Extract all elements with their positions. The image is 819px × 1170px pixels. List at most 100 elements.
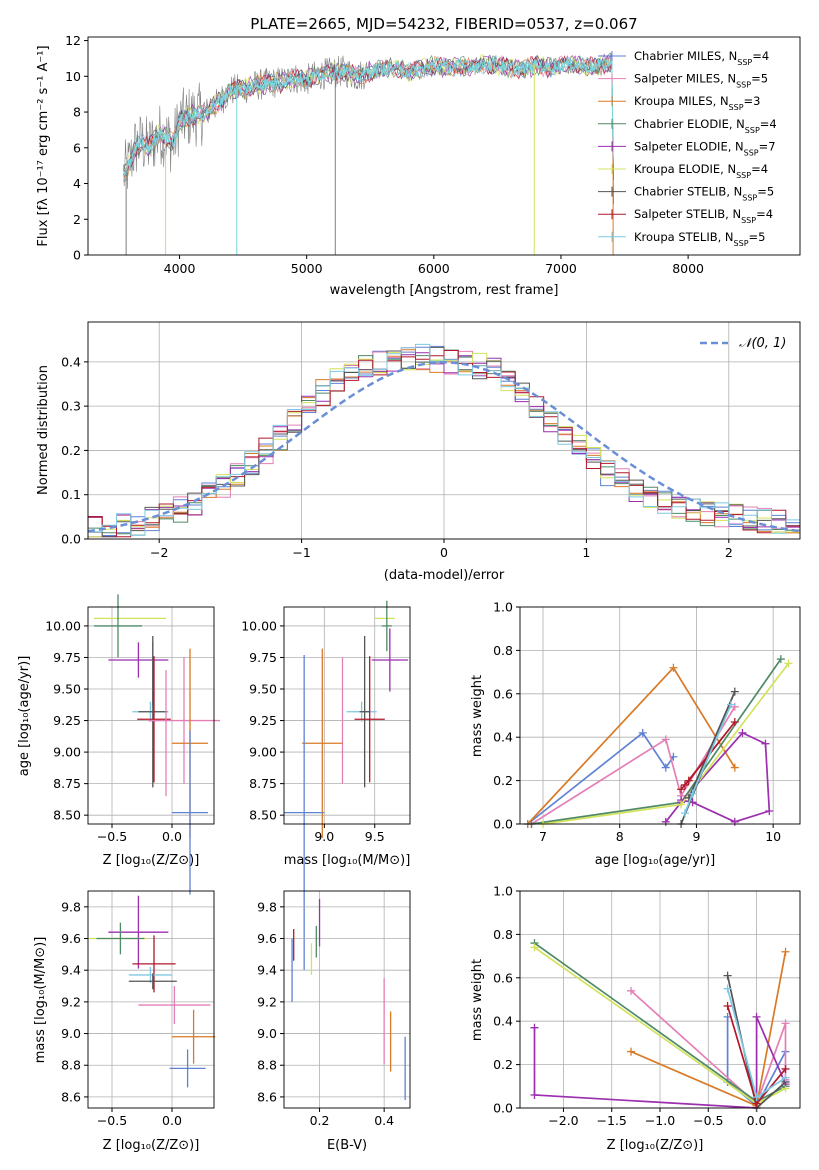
weight-line — [527, 731, 675, 825]
spectrum-plot-area — [123, 52, 614, 255]
weight-line — [630, 990, 787, 1106]
age-mass-ytick-label: 9.50 — [249, 682, 277, 697]
weight-marker — [776, 655, 785, 664]
spectrum-ytick-label: 2 — [73, 212, 81, 227]
spectrum-xtick-label: 7000 — [545, 261, 577, 276]
weight-marker — [752, 1012, 761, 1021]
mass-ebv-ytick-label: 9.4 — [257, 963, 277, 978]
weight-z-xtick-label: −0.5 — [693, 1113, 723, 1128]
age-mass-xlabel: mass [log₁₀(M/M⊙)] — [284, 853, 411, 868]
weight-z-ytick-label: 0.8 — [493, 927, 513, 942]
age-z-xtick-label: −0.5 — [97, 829, 127, 844]
age-mass-xtick-label: 9.0 — [314, 829, 334, 844]
weight-marker — [730, 718, 739, 727]
mass-ebv-xlabel: E(B-V) — [327, 1138, 367, 1153]
spectrum-xtick-label: 8000 — [672, 261, 704, 276]
spectrum-ytick-label: 4 — [73, 176, 81, 191]
weight-age-xtick-label: 10 — [765, 829, 781, 844]
mass-z-ytick-label: 9.4 — [61, 963, 81, 978]
spectrum-ytick-label: 6 — [73, 140, 81, 155]
age-mass-ytick-label: 8.75 — [249, 776, 277, 791]
mass-ebv-ytick-label: 9.2 — [257, 994, 277, 1009]
weight-marker — [669, 663, 678, 672]
age-mass-ytick-label: 9.75 — [249, 650, 277, 665]
residuals-xtick-label: 0 — [440, 545, 448, 560]
weight-age-xlabel: age [log₁₀(age/yr)] — [595, 853, 716, 868]
residuals-ytick-label: 0.2 — [61, 443, 81, 458]
weight-line — [531, 706, 736, 825]
model-spectrum-line — [123, 54, 614, 183]
legend-label: Salpeter STELIB, NSSP=4 — [634, 207, 773, 225]
weight-marker — [784, 659, 793, 668]
legend-label: Chabrier STELIB, NSSP=5 — [634, 185, 774, 203]
mass-z-ytick-label: 8.6 — [61, 1089, 81, 1104]
weight-marker — [638, 728, 647, 737]
spectrum-legend: Chabrier MILES, NSSP=4 Salpeter MILES, NS… — [598, 49, 777, 247]
normal-distribution-curve — [87, 361, 801, 533]
weight-marker — [661, 817, 670, 826]
normal-legend-label: 𝒩(0, 1) — [739, 336, 786, 351]
residuals-ytick-label: 0.0 — [61, 532, 81, 547]
weight-z-xtick-label: −2.0 — [548, 1113, 578, 1128]
mass-z-ytick-label: 9.0 — [61, 1026, 81, 1041]
mass-z-xtick-label: 0.0 — [162, 1113, 182, 1128]
weight-age-xtick-label: 8 — [616, 829, 624, 844]
weight-line — [527, 666, 736, 825]
mass-z-xtick-label: −0.5 — [97, 1113, 127, 1128]
weight-age-ylabel: mass weight — [470, 675, 485, 757]
weight-marker — [726, 700, 735, 709]
mass-ebv-frame — [283, 890, 411, 1109]
weight-marker — [723, 971, 732, 980]
age-mass-panel: 9.0 9.5 8.50 8.75 9.00 9.25 9.50 9.75 10.00 — [241, 600, 411, 971]
weight-z-frame — [519, 890, 801, 1109]
weight-age-xtick-label: 9 — [692, 829, 700, 844]
weight-line — [684, 704, 732, 814]
residuals-xtick-label: −2 — [150, 545, 168, 560]
weight-marker — [530, 943, 539, 952]
spectrum-ytick-label: 0 — [73, 248, 81, 263]
age-z-ylabel: age [log₁₀(age/yr)] — [17, 656, 32, 777]
weight-z-ytick-label: 0.2 — [493, 1057, 513, 1072]
weight-age-ytick-label: 0.4 — [493, 730, 513, 745]
mass-z-ylabel: mass [log₁₀(M/M⊙)] — [33, 937, 48, 1064]
spectrum-xtick-label: 6000 — [418, 261, 450, 276]
weight-marker — [688, 789, 697, 798]
legend-label: Kroupa STELIB, NSSP=5 — [634, 230, 765, 248]
weight-marker — [677, 785, 686, 794]
mass-ebv-xtick-label: 0.2 — [310, 1113, 330, 1128]
weight-age-ytick-label: 0.2 — [493, 773, 513, 788]
weight-marker — [761, 739, 770, 748]
residuals-legend: 𝒩(0, 1) — [700, 336, 786, 351]
age-z-ytick-label: 9.25 — [53, 713, 81, 728]
mass-z-ytick-label: 9.6 — [61, 931, 81, 946]
residuals-xtick-label: −1 — [292, 545, 310, 560]
age-z-ytick-label: 8.75 — [53, 776, 81, 791]
mass-ebv-ytick-label: 9.0 — [257, 1026, 277, 1041]
age-mass-ytick-label: 9.25 — [249, 713, 277, 728]
weight-z-ytick-label: 1.0 — [493, 884, 513, 899]
mass-z-xlabel: Z [log₁₀(Z/Z⊙)] — [103, 1138, 200, 1153]
mass-ebv-ytick-label: 8.8 — [257, 1058, 277, 1073]
weight-marker — [723, 1002, 732, 1011]
spectrum-y-ticks: 0 2 4 6 8 10 12 — [65, 33, 88, 263]
weight-marker — [677, 800, 686, 809]
weight-marker — [730, 763, 739, 772]
mass-ebv-panel: 0.2 0.4 8.6 8.8 9.0 9.2 9.4 9.6 9.8 — [257, 890, 411, 1128]
weight-marker — [661, 763, 670, 772]
legend-label: Chabrier ELODIE, NSSP=4 — [634, 117, 777, 135]
spectrum-title: PLATE=2665, MJD=54232, FIBERID=0537, z=0… — [250, 15, 637, 33]
weight-age-ytick-label: 0.8 — [493, 643, 513, 658]
mass-z-ytick-label: 9.8 — [61, 899, 81, 914]
residual-histogram-step — [87, 343, 800, 539]
age-z-panel: −0.5 0.0 8.50 8.75 9.00 9.25 9.50 9.75 10.00 — [45, 594, 220, 895]
age-z-ytick-label: 10.00 — [45, 618, 81, 633]
mass-ebv-ytick-label: 8.6 — [257, 1089, 277, 1104]
age-z-xtick-label: 0.0 — [162, 829, 182, 844]
weight-line — [531, 658, 782, 825]
age-mass-xtick-label: 9.5 — [365, 829, 385, 844]
weight-marker — [738, 728, 747, 737]
spectrum-ytick-label: 12 — [65, 33, 81, 48]
weight-z-xtick-label: 0.0 — [747, 1113, 767, 1128]
spectrum-x-ticks: 4000 5000 6000 7000 8000 — [164, 255, 704, 276]
